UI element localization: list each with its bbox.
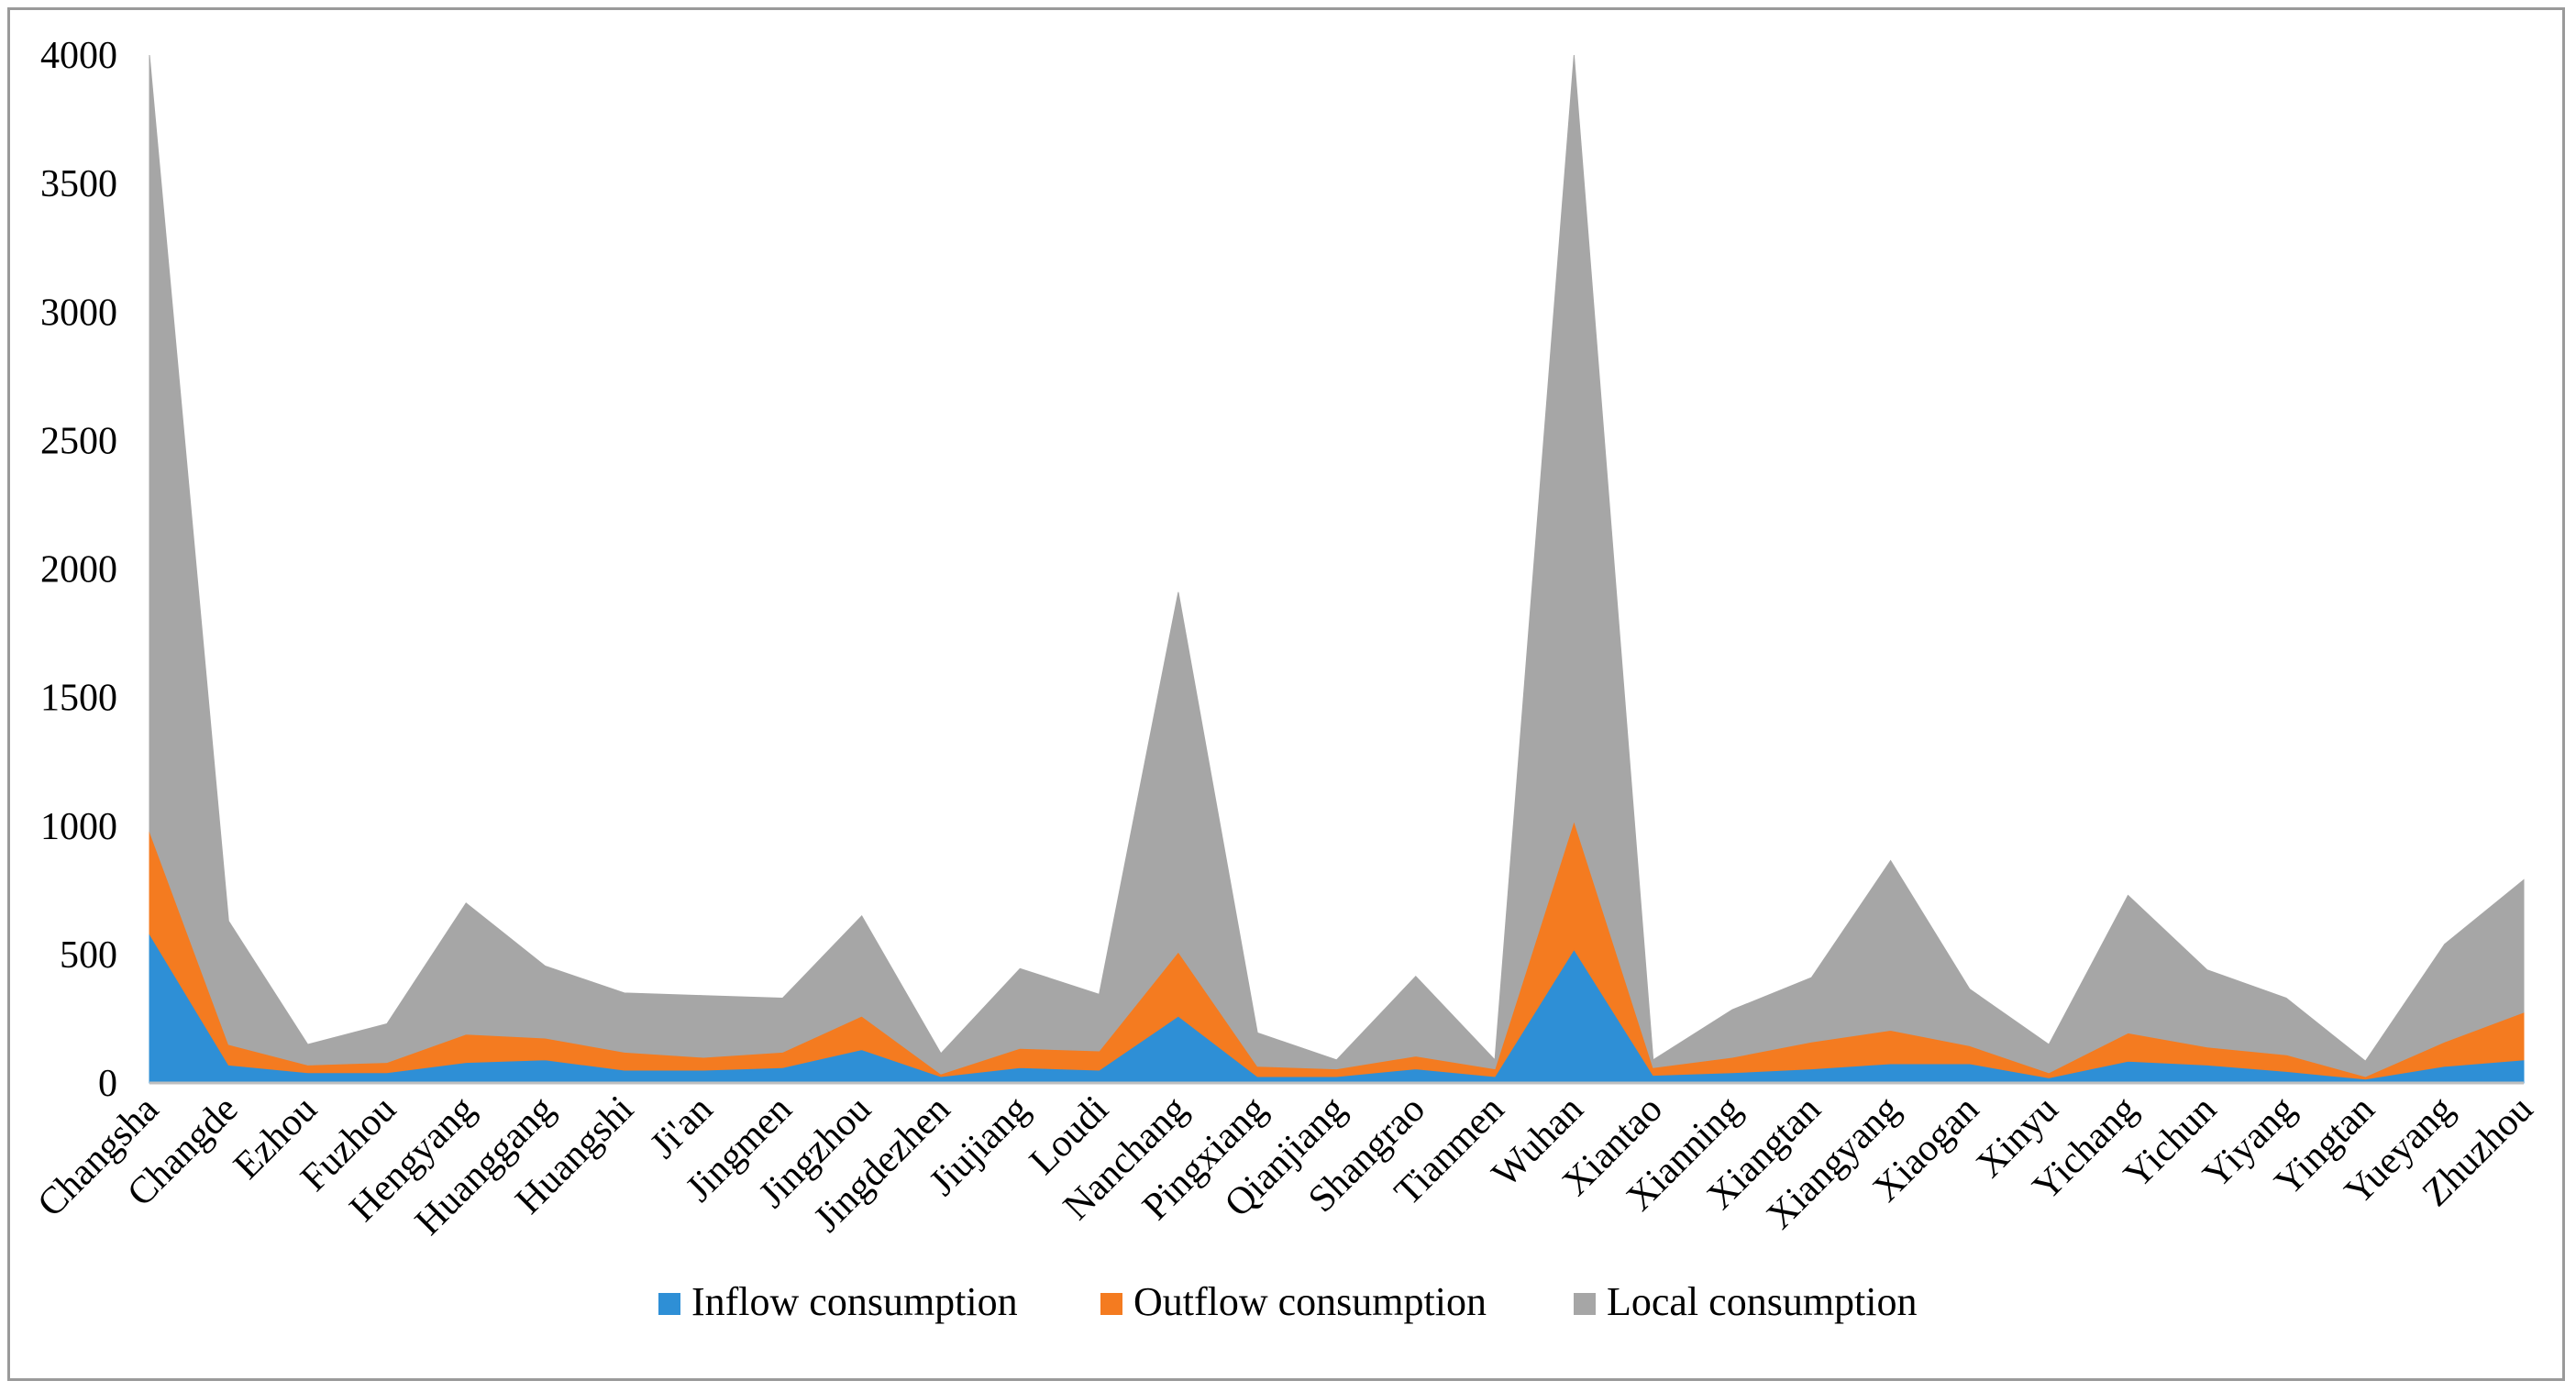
y-tick-label: 1500 — [40, 678, 117, 720]
y-tick-label: 3000 — [40, 292, 117, 334]
y-tick-label: 1000 — [40, 806, 117, 848]
legend: Inflow consumption Outflow consumption Loc… — [658, 1279, 1918, 1324]
y-tick-label: 4000 — [40, 35, 117, 77]
legend-swatch-inflow-consumption — [658, 1293, 680, 1315]
y-tick-label: 0 — [98, 1063, 117, 1105]
legend-swatch-outflow-consumption — [1100, 1293, 1122, 1315]
series-areas — [149, 54, 2525, 1084]
y-tick-label: 2500 — [40, 420, 117, 462]
chart-frame — [7, 7, 2565, 1381]
y-axis-ticks: 0 500 1000 1500 2000 2500 3000 3500 4000 — [40, 35, 117, 1105]
y-tick-label: 2000 — [40, 549, 117, 591]
legend-swatch-local-consumption — [1574, 1293, 1596, 1315]
x-axis-ticks: ChangshaChangdeEzhouFuzhouHengyangHuangg… — [29, 1088, 2541, 1243]
legend-label-outflow-consumption: Outflow consumption — [1133, 1279, 1487, 1324]
y-tick-label: 3500 — [40, 163, 117, 205]
legend-label-local-consumption: Local consumption — [1607, 1279, 1918, 1324]
legend-label-inflow-consumption: Inflow consumption — [691, 1279, 1018, 1324]
y-tick-label: 500 — [60, 934, 117, 977]
area-local-consumption — [149, 54, 2525, 1077]
